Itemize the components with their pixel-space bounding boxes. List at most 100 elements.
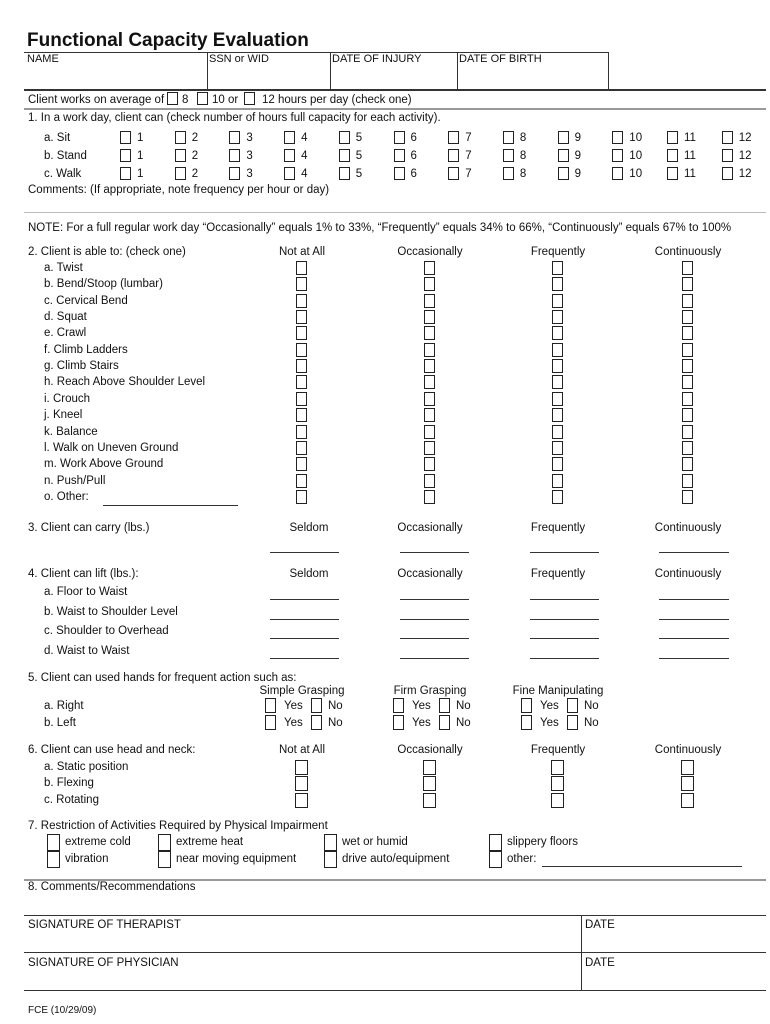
restriction-checkbox[interactable]: [324, 850, 337, 868]
q1-hour-checkbox[interactable]: [338, 167, 350, 180]
signature-field[interactable]: [24, 933, 579, 953]
q2-checkbox[interactable]: [424, 310, 435, 325]
q2-checkbox[interactable]: [552, 342, 563, 357]
restriction-other-field[interactable]: [542, 866, 742, 867]
q5-yes-checkbox[interactable]: [265, 715, 276, 730]
restriction-checkbox[interactable]: [47, 834, 60, 851]
q1-hour-checkbox[interactable]: [284, 131, 296, 144]
q4-lift-field[interactable]: [270, 657, 339, 659]
q2-checkbox[interactable]: [682, 261, 693, 275]
q2-checkbox[interactable]: [424, 293, 435, 308]
q1-hour-checkbox[interactable]: [338, 131, 350, 144]
q2-checkbox[interactable]: [424, 277, 435, 292]
q4-lift-field[interactable]: [659, 638, 729, 639]
q1-hour-checkbox[interactable]: [448, 167, 460, 180]
q2-checkbox[interactable]: [552, 375, 563, 390]
q1-hour-checkbox[interactable]: [393, 149, 405, 162]
q1-hour-checkbox[interactable]: [229, 131, 241, 144]
q2-checkbox[interactable]: [552, 408, 563, 423]
q5-no-checkbox[interactable]: [439, 698, 450, 713]
q1-hour-checkbox[interactable]: [174, 131, 186, 144]
q2-checkbox[interactable]: [296, 293, 307, 308]
q2-checkbox[interactable]: [552, 310, 563, 325]
q1-hour-checkbox[interactable]: [502, 149, 514, 162]
q1-hour-checkbox[interactable]: [229, 149, 241, 162]
restriction-checkbox[interactable]: [489, 834, 502, 851]
q2-checkbox[interactable]: [296, 473, 307, 488]
q2-checkbox[interactable]: [296, 359, 307, 374]
q2-checkbox[interactable]: [424, 342, 435, 357]
q6-checkbox[interactable]: [681, 792, 694, 808]
q1-hour-checkbox[interactable]: [338, 149, 350, 162]
q4-lift-field[interactable]: [659, 599, 729, 600]
q5-yes-checkbox[interactable]: [521, 715, 532, 730]
q4-lift-field[interactable]: [530, 638, 599, 639]
q2-checkbox[interactable]: [424, 391, 435, 406]
q1-hour-checkbox[interactable]: [393, 167, 405, 180]
q1-hour-checkbox[interactable]: [174, 149, 186, 162]
restriction-checkbox[interactable]: [158, 834, 171, 851]
signature-date-field[interactable]: [583, 933, 766, 953]
q2-checkbox[interactable]: [552, 457, 563, 472]
q2-checkbox[interactable]: [552, 277, 563, 292]
q5-yes-checkbox[interactable]: [265, 698, 276, 713]
q1-hour-checkbox[interactable]: [393, 131, 405, 144]
q3-carry-field[interactable]: [270, 552, 339, 553]
q2-checkbox[interactable]: [682, 424, 693, 439]
q4-lift-field[interactable]: [270, 599, 339, 600]
q2-checkbox[interactable]: [682, 489, 693, 504]
q2-checkbox[interactable]: [424, 375, 435, 390]
q2-checkbox[interactable]: [296, 457, 307, 472]
q1-hour-checkbox[interactable]: [502, 167, 514, 180]
q2-checkbox[interactable]: [424, 489, 435, 504]
q6-checkbox[interactable]: [295, 792, 308, 808]
signature-field[interactable]: [24, 971, 579, 991]
q2-checkbox[interactable]: [296, 375, 307, 390]
q2-checkbox[interactable]: [296, 277, 307, 292]
q2-checkbox[interactable]: [682, 359, 693, 374]
q2-checkbox[interactable]: [424, 440, 435, 455]
comments-field[interactable]: [24, 896, 766, 914]
q2-checkbox[interactable]: [682, 277, 693, 292]
q6-checkbox[interactable]: [681, 776, 694, 792]
q6-checkbox[interactable]: [423, 792, 436, 808]
q2-checkbox[interactable]: [424, 408, 435, 423]
q1-hour-checkbox[interactable]: [448, 149, 460, 162]
q1-hour-checkbox[interactable]: [612, 149, 624, 162]
q5-no-checkbox[interactable]: [567, 715, 578, 730]
q6-checkbox[interactable]: [551, 792, 564, 808]
q4-lift-field[interactable]: [400, 638, 469, 639]
q2-checkbox[interactable]: [424, 359, 435, 374]
q1-hour-checkbox[interactable]: [284, 149, 296, 162]
restriction-checkbox[interactable]: [47, 850, 60, 868]
q1-hour-checkbox[interactable]: [721, 131, 733, 144]
q4-lift-field[interactable]: [400, 599, 469, 600]
q2-checkbox[interactable]: [552, 261, 563, 275]
q6-checkbox[interactable]: [551, 760, 564, 775]
q2-checkbox[interactable]: [424, 424, 435, 439]
q2-checkbox[interactable]: [296, 391, 307, 406]
q5-no-checkbox[interactable]: [439, 715, 450, 730]
q1-hour-checkbox[interactable]: [667, 131, 678, 144]
q5-no-checkbox[interactable]: [311, 698, 322, 713]
q4-lift-field[interactable]: [400, 657, 469, 659]
q1-hour-checkbox[interactable]: [721, 149, 733, 162]
q2-other-field[interactable]: [103, 505, 238, 506]
restriction-checkbox[interactable]: [489, 850, 502, 868]
q2-checkbox[interactable]: [682, 440, 693, 455]
q2-checkbox[interactable]: [682, 293, 693, 308]
restriction-checkbox[interactable]: [158, 850, 171, 868]
q2-checkbox[interactable]: [682, 310, 693, 325]
q2-checkbox[interactable]: [296, 489, 307, 504]
q2-checkbox[interactable]: [296, 408, 307, 423]
q4-lift-field[interactable]: [530, 599, 599, 600]
q4-lift-field[interactable]: [270, 638, 339, 639]
q1-hour-checkbox[interactable]: [120, 131, 131, 144]
q1-hour-checkbox[interactable]: [557, 167, 569, 180]
q2-checkbox[interactable]: [296, 261, 307, 275]
q2-checkbox[interactable]: [424, 473, 435, 488]
q2-checkbox[interactable]: [682, 473, 693, 488]
q2-checkbox[interactable]: [296, 310, 307, 325]
q2-checkbox[interactable]: [552, 440, 563, 455]
q1-hour-checkbox[interactable]: [667, 167, 678, 180]
